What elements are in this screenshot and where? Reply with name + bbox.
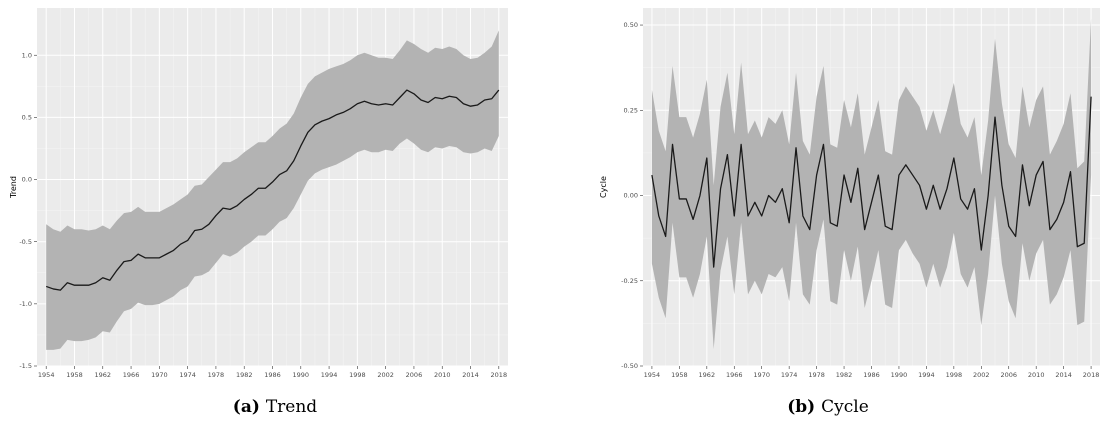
trend-y-tick-label: 0.5 (22, 114, 32, 122)
cycle-x-tick-label: 2002 (973, 371, 990, 379)
cycle-x-tick-label: 2014 (1055, 371, 1072, 379)
trend-y-tick-label: -1.0 (19, 300, 32, 308)
trend-x-tick-label: 1974 (179, 371, 196, 379)
cycle-x-tick-label: 1970 (753, 371, 770, 379)
trend-x-tick-label: 2006 (406, 371, 423, 379)
trend-x-tick-label: 1998 (349, 371, 366, 379)
cycle-x-tick-label: 2010 (1028, 371, 1045, 379)
cycle-x-tick-label: 1998 (946, 371, 963, 379)
cycle-caption-tag: (b) (787, 397, 821, 417)
trend-caption-text: Trend (266, 397, 317, 417)
trend-y-tick-label: -1.5 (19, 362, 32, 370)
cycle-caption: (b) Cycle (787, 397, 869, 417)
cycle-y-tick-label: 0.00 (624, 192, 638, 200)
trend-x-tick-label: 1954 (38, 371, 55, 379)
cycle-y-tick-label: 0.25 (624, 106, 638, 114)
cycle-caption-text: Cycle (821, 397, 869, 417)
trend-x-tick-label: 1982 (236, 371, 253, 379)
trend-x-tick-label: 1958 (66, 371, 83, 379)
trend-x-tick-label: 2010 (434, 371, 451, 379)
cycle-y-tick-label: 0.50 (624, 21, 638, 29)
cycle-y-axis-title: Cycle (599, 176, 608, 198)
cycle-x-tick-label: 1978 (808, 371, 825, 379)
trend-x-tick-label: 1978 (208, 371, 225, 379)
cycle-x-tick-label: 1954 (644, 371, 661, 379)
trend-confidence-band (46, 30, 499, 350)
trend-x-tick-label: 2002 (377, 371, 394, 379)
cycle-confidence-band (651, 18, 1092, 349)
trend-y-axis-title: Trend (9, 176, 18, 199)
trend-y-tick-label: 0.0 (22, 176, 32, 184)
trend-caption-tag: (a) (233, 397, 266, 417)
trend-x-tick-label: 1994 (321, 371, 338, 379)
trend-estimate-line (45, 89, 500, 291)
trend-x-tick-label: 1986 (264, 371, 281, 379)
trend-x-tick-label: 1990 (293, 371, 310, 379)
trend-x-tick-label: 1970 (151, 371, 168, 379)
cycle-chart-panel: 1954 1958 1962 1966 1970 1974 1978 1982 1986 1990… (599, 8, 1100, 379)
cycle-y-tick-label: -0.50 (621, 362, 638, 370)
cycle-estimate-line (651, 96, 1092, 268)
trend-x-tick-label: 1966 (123, 371, 140, 379)
cycle-x-tick-label: 1958 (671, 371, 688, 379)
trend-caption: (a) Trend (233, 397, 318, 417)
cycle-x-tick-label: 2006 (1000, 371, 1017, 379)
cycle-x-tick-label: 1986 (863, 371, 880, 379)
cycle-x-tick-label: 1990 (891, 371, 908, 379)
trend-y-tick-label: -0.5 (19, 238, 32, 246)
cycle-x-tick-label: 2018 (1083, 371, 1100, 379)
trend-x-tick-label: 2018 (491, 371, 508, 379)
cycle-x-tick-label: 1974 (781, 371, 798, 379)
cycle-x-tick-label: 1982 (836, 371, 853, 379)
cycle-x-tick-label: 1994 (918, 371, 935, 379)
trend-chart-panel: 1954 1958 1962 1966 1970 1974 1978 1982 1986 1990… (9, 8, 508, 379)
cycle-y-tick-label: -0.25 (621, 277, 638, 285)
trend-x-tick-label: 2014 (462, 371, 479, 379)
cycle-x-tick-label: 1966 (726, 371, 743, 379)
trend-x-tick-label: 1962 (94, 371, 111, 379)
trend-y-tick-label: 1.0 (22, 51, 32, 59)
cycle-x-tick-label: 1962 (699, 371, 716, 379)
